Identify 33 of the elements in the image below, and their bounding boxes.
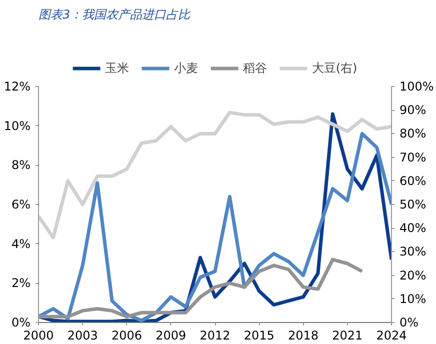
- x-tick-label: 2009: [156, 328, 186, 342]
- legend-label: 大豆(右): [312, 60, 358, 76]
- y-tick-label: 2%: [11, 276, 31, 290]
- y2-tick-label: 20%: [400, 268, 426, 282]
- line-series: [38, 110, 392, 240]
- y2-tick-label: 60%: [400, 174, 426, 188]
- y2-tick-label: 50%: [400, 198, 426, 212]
- y2-tick-label: 80%: [400, 126, 426, 141]
- y2-tick-label: 10%: [400, 292, 426, 306]
- legend-label: 小麦: [174, 60, 198, 76]
- y-tick-label: 6%: [11, 198, 31, 212]
- legend-label: 稻谷: [242, 60, 267, 76]
- y-tick-label: 4%: [11, 236, 31, 251]
- y2-tick-label: 0%: [400, 316, 419, 330]
- x-tick-label: 2000: [23, 328, 54, 342]
- y2-tick-label: 100%: [400, 80, 434, 94]
- chart-title: 图表3：我国农产品进口占比: [38, 8, 192, 22]
- y-tick-label: 10%: [4, 118, 30, 133]
- x-tick-label: 2024: [376, 328, 407, 342]
- x-tick-label: 2012: [200, 328, 230, 342]
- y-tick-label: 12%: [4, 80, 30, 94]
- y2-tick-label: 90%: [400, 103, 426, 118]
- x-tick-label: 2018: [288, 328, 319, 342]
- y2-tick-label: 30%: [400, 244, 426, 259]
- x-tick-label: 2021: [332, 328, 363, 342]
- y-tick-label: 8%: [11, 158, 31, 172]
- x-tick-label: 2015: [244, 328, 274, 342]
- x-tick-label: 2006: [111, 328, 142, 342]
- x-tick-label: 2003: [67, 328, 98, 342]
- y2-tick-label: 40%: [400, 221, 426, 236]
- y-tick-label: 0%: [11, 316, 31, 330]
- y2-tick-label: 70%: [400, 150, 426, 164]
- legend-label: 玉米: [104, 60, 129, 76]
